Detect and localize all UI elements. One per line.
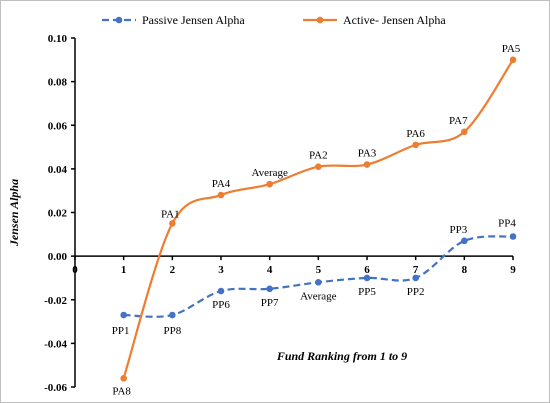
data-point-active	[266, 180, 273, 188]
point-label-active: PA4	[212, 178, 231, 190]
data-point-passive	[120, 311, 127, 319]
x-axis-title: Fund Ranking from 1 to 9	[276, 349, 407, 363]
data-point-passive	[461, 237, 468, 245]
data-point-active	[509, 56, 517, 64]
point-label-active: PA1	[161, 208, 180, 220]
y-tick-label: 0.10	[48, 33, 68, 45]
point-label-passive: PP4	[498, 217, 516, 229]
data-point-active	[120, 374, 127, 382]
data-point-active	[461, 128, 468, 136]
x-tick-label: 6	[364, 264, 370, 276]
point-label-passive: PP8	[163, 325, 181, 337]
y-tick-label: 0.06	[48, 120, 68, 132]
x-tick-label: 0	[72, 264, 78, 276]
x-axis: 0 1 2 3 4 5 6 7 8 9	[72, 255, 516, 276]
data-point-active	[363, 161, 371, 168]
series-layer: PP1 PP8 PP6 PP7 Average PP5 PP2 PP3 PP4 PA8 PA1 PA4…	[112, 43, 521, 397]
legend-label-passive: Passive Jensen Alpha	[142, 13, 245, 27]
data-point-passive	[412, 274, 419, 282]
x-tick-label: 8	[462, 264, 468, 276]
data-point-passive	[266, 285, 273, 293]
y-axis-title: Jensen Alpha	[7, 179, 21, 247]
point-label-passive: PP6	[212, 299, 230, 311]
x-tick-label: 4	[267, 264, 273, 276]
y-tick-label: -0.02	[44, 295, 67, 307]
legend-marker-active	[316, 16, 324, 24]
legend-entry-passive: Passive Jensen Alpha	[102, 13, 245, 27]
point-label-active: PA8	[112, 385, 131, 397]
point-label-active: PA2	[309, 150, 328, 162]
point-label-active: PA5	[502, 43, 521, 55]
data-point-active	[217, 191, 225, 199]
x-tick-label: 2	[170, 264, 176, 276]
point-label-active: PA7	[449, 115, 468, 127]
data-point-active	[412, 141, 419, 149]
y-tick-label: 0.00	[48, 251, 68, 263]
point-label-passive: PP5	[358, 286, 376, 298]
y-tick-label: 0.04	[48, 164, 68, 176]
data-point-passive	[217, 287, 225, 295]
point-label-active: Average	[251, 167, 288, 179]
x-tick-label: 3	[218, 264, 224, 276]
x-tick-label: 9	[510, 264, 516, 276]
point-label-active: PA3	[358, 148, 377, 160]
legend: Passive Jensen Alpha Active- Jensen Alph…	[102, 13, 446, 27]
point-label-passive: PP1	[112, 325, 130, 337]
x-tick-label: 7	[413, 264, 419, 276]
point-label-passive: PP3	[449, 224, 467, 236]
data-point-passive	[363, 274, 371, 282]
point-label-passive: PP2	[407, 286, 425, 298]
y-tick-label: -0.06	[44, 382, 67, 394]
data-point-active	[169, 220, 176, 227]
point-label-passive: PP7	[261, 297, 279, 309]
y-axis: 0.10 0.08 0.06 0.04 0.02 0.00 -0.02 -0.04 -0.06	[44, 33, 76, 394]
x-tick-label: 5	[316, 264, 322, 276]
y-tick-label: 0.08	[48, 77, 68, 89]
legend-marker-passive	[115, 16, 123, 24]
point-label-active: PA6	[406, 128, 425, 140]
y-tick-label: -0.04	[44, 338, 67, 350]
legend-entry-active: Active- Jensen Alpha	[303, 13, 446, 27]
data-point-passive	[315, 279, 322, 286]
data-point-active	[315, 163, 322, 170]
data-point-passive	[169, 311, 176, 319]
x-tick-label: 1	[121, 264, 127, 276]
point-label-passive: Average	[300, 290, 337, 302]
data-point-passive	[509, 233, 517, 240]
y-tick-label: 0.02	[48, 208, 68, 220]
legend-label-active: Active- Jensen Alpha	[343, 13, 446, 27]
